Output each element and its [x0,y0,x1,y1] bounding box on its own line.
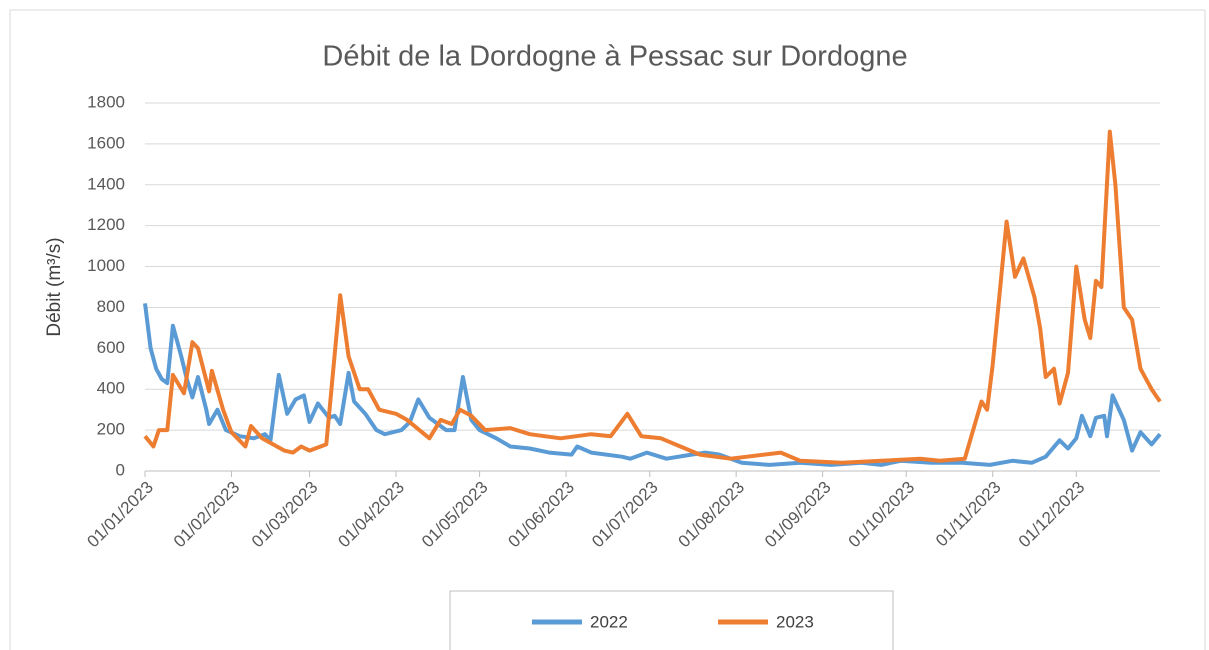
x-tick-label: 01/07/2023 [588,478,662,552]
y-tick-label: 800 [97,297,125,316]
legend-label: 2022 [590,612,628,631]
y-tick-label: 400 [97,379,125,398]
chart-title: Débit de la Dordogne à Pessac sur Dordog… [322,41,907,73]
y-tick-label: 600 [97,338,125,357]
x-tick-label: 01/03/2023 [248,478,322,552]
y-tick-label: 1400 [87,174,125,193]
x-tick-label: 01/06/2023 [504,478,578,552]
x-tick-label: 01/10/2023 [845,478,919,552]
x-tick-label: 01/02/2023 [170,478,244,552]
y-tick-label: 1200 [87,215,125,234]
y-tick-label: 1000 [87,256,125,275]
y-tick-label: 0 [116,460,125,479]
series-line [143,129,1162,465]
series-line [143,303,1162,467]
x-tick-label: 01/01/2023 [83,478,157,552]
y-axis-label: Débit (m³/s) [44,237,65,336]
legend-label: 2023 [776,612,814,631]
y-tick-label: 1800 [87,92,125,111]
chart-frame [9,9,1206,650]
legend-box [449,590,894,650]
x-tick-label: 01/12/2023 [1015,478,1089,552]
y-tick-label: 1600 [87,133,125,152]
x-tick-label: 01/04/2023 [334,478,408,552]
x-tick-label: 01/11/2023 [932,478,1005,551]
x-tick-label: 01/05/2023 [418,478,492,552]
x-tick-label: 01/08/2023 [675,478,749,552]
x-tick-label: 01/09/2023 [761,478,835,552]
y-tick-label: 200 [97,420,125,439]
